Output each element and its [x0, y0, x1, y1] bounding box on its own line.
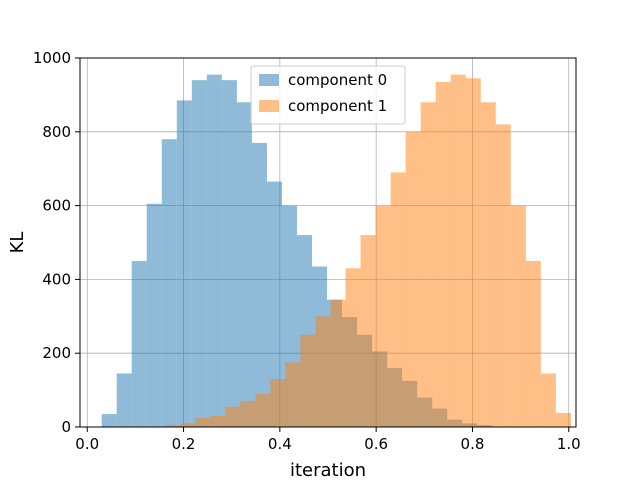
bar-component-1-bin-11: [330, 299, 346, 427]
bar-component-1-bin-6: [255, 393, 271, 427]
bar-component-1-bin-9: [300, 334, 316, 427]
x-tick-label-3: 0.6: [364, 435, 388, 453]
bar-component-0-bin-9: [236, 102, 252, 427]
bar-component-0-bin-0: [101, 414, 117, 427]
bar-component-1-bin-21: [480, 102, 496, 427]
bar-component-1-bin-7: [270, 379, 286, 427]
bar-component-0-bin-4: [161, 139, 177, 427]
x-tick-label-4: 0.8: [461, 435, 485, 453]
bar-component-1-bin-3: [210, 415, 226, 427]
legend-swatch-component-1: [259, 100, 279, 112]
y-axis-title: KL: [7, 232, 28, 254]
legend-swatch-component-0: [259, 74, 279, 86]
bar-component-1-bin-15: [390, 172, 406, 427]
y-tick-label-5: 1000: [33, 49, 71, 67]
bar-component-1-bin-8: [285, 362, 301, 427]
bar-component-0-bin-7: [206, 74, 222, 427]
bar-component-1-bin-16: [405, 131, 421, 428]
legend-label-component-0: component 0: [288, 71, 387, 89]
bar-component-1-bin-18: [435, 81, 451, 428]
bar-component-1-bin-0: [165, 425, 181, 427]
bar-component-1-bin-14: [375, 205, 391, 427]
plot-frame: [79, 57, 577, 428]
bar-component-0-bin-3: [146, 203, 162, 427]
bar-component-0-bin-11: [266, 181, 282, 427]
y-tick-label-4: 800: [42, 123, 71, 141]
bar-component-1-bin-10: [315, 316, 331, 427]
y-tick-label-0: 0: [61, 418, 71, 436]
bar-component-1-bin-13: [360, 235, 376, 427]
legend-label-component-1: component 1: [288, 97, 387, 115]
bar-component-1-bin-5: [240, 401, 256, 427]
legend-box: [250, 65, 406, 125]
bar-component-1-bin-24: [525, 260, 541, 427]
axis-ticks: 0.0 0.2 0.4 0.6 0.8 1.0 0 200 400 600 800 1000: [33, 49, 581, 453]
bar-component-1-bin-1: [180, 423, 196, 427]
x-tick-label-1: 0.2: [172, 435, 196, 453]
legend: component 0 component 1: [250, 65, 406, 125]
bar-component-0-bin-6: [191, 80, 207, 427]
y-tick-label-3: 600: [42, 197, 71, 215]
bar-component-0-bin-2: [131, 260, 147, 427]
y-tick-label-1: 200: [42, 344, 71, 362]
x-axis-title: iteration: [290, 460, 366, 480]
bar-component-1-bin-12: [345, 268, 361, 427]
bar-component-0-bin-8: [221, 80, 237, 427]
bar-component-0-bin-1: [116, 373, 132, 427]
bar-component-0-bin-5: [176, 100, 192, 427]
bar-component-1-bin-19: [450, 74, 466, 427]
bar-component-1-bin-4: [225, 406, 241, 427]
bar-component-1-bin-26: [555, 412, 571, 427]
x-tick-label-5: 1.0: [557, 435, 581, 453]
bar-component-1-bin-17: [420, 102, 436, 427]
x-tick-label-2: 0.4: [268, 435, 292, 453]
bar-component-1-bin-23: [510, 205, 526, 427]
y-tick-label-2: 400: [42, 270, 71, 288]
bar-component-1-bin-22: [495, 124, 511, 428]
bar-component-0-bin-10: [251, 142, 267, 427]
histogram-bars: [101, 74, 571, 428]
x-tick-label-0: 0.0: [75, 435, 99, 453]
bar-component-1-bin-2: [195, 417, 211, 427]
bar-component-1-bin-25: [540, 373, 556, 427]
bar-component-1-bin-20: [465, 78, 481, 428]
